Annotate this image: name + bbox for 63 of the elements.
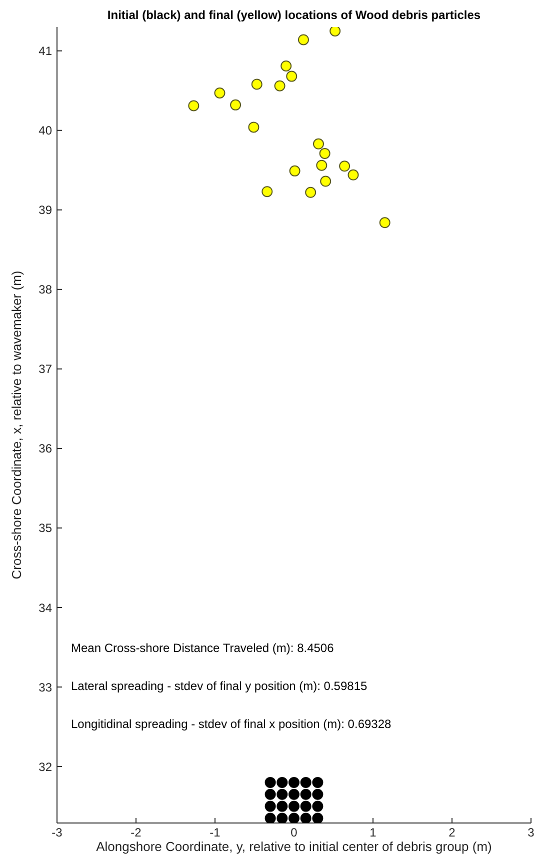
point xyxy=(188,100,200,112)
x-tick-label: -1 xyxy=(210,826,221,840)
point xyxy=(288,800,300,812)
point xyxy=(264,788,276,800)
point xyxy=(280,60,292,72)
x-tick-label: 0 xyxy=(290,826,298,840)
point xyxy=(274,80,286,92)
point xyxy=(305,186,316,198)
point xyxy=(289,165,300,176)
point xyxy=(276,776,288,788)
point xyxy=(288,788,300,800)
point xyxy=(312,812,324,823)
point xyxy=(330,27,341,36)
point xyxy=(230,99,242,110)
point xyxy=(348,169,359,180)
point xyxy=(264,776,276,788)
point xyxy=(300,788,312,800)
point xyxy=(298,34,309,46)
y-tick-label: 38 xyxy=(38,282,52,297)
point xyxy=(312,138,324,150)
x-tick-label: -2 xyxy=(130,826,142,840)
point xyxy=(276,812,288,823)
point xyxy=(276,788,288,800)
point xyxy=(319,148,330,159)
x-tick-label: -3 xyxy=(52,826,63,840)
y-tick-label: 41 xyxy=(38,44,52,58)
point xyxy=(316,160,328,171)
point xyxy=(312,788,324,800)
point xyxy=(312,776,324,788)
y-tick-label: 32 xyxy=(38,760,52,774)
y-tick-label: 37 xyxy=(38,362,52,376)
point xyxy=(251,78,262,90)
x-tick-label: 2 xyxy=(448,826,456,840)
y-tick-label: 34 xyxy=(38,600,52,615)
point xyxy=(286,70,298,82)
y-tick-label: 35 xyxy=(38,521,52,536)
y-tick-label: 39 xyxy=(38,203,52,218)
y-axis-title: Cross-shore Coordinate, x, relative to wavemaker (m) xyxy=(9,270,24,580)
point xyxy=(339,160,350,172)
y-tick-label: 33 xyxy=(38,680,52,694)
chart-title: Initial (black) and final (yellow) locations of Wood debris particles xyxy=(106,8,482,22)
point xyxy=(264,800,276,812)
point xyxy=(276,800,288,812)
x-axis-title: Alongshore Coordinate, y, relative to initial center of debris group (m) xyxy=(95,839,493,855)
point xyxy=(300,812,312,823)
point xyxy=(379,217,390,228)
annotation: Lateral spreading - stdev of final y position (m): 0.59815 xyxy=(71,679,368,693)
point xyxy=(262,186,273,198)
y-tick-label: 36 xyxy=(38,442,52,456)
point xyxy=(300,800,312,812)
x-tick-label: 1 xyxy=(370,826,377,840)
point xyxy=(214,88,226,98)
annotation: Mean Cross-shore Distance Traveled (m): 8.4506 xyxy=(71,641,334,655)
x-tick-label: 3 xyxy=(528,826,535,840)
point xyxy=(264,812,276,823)
annotation: Longitidinal spreading - stdev of final x position (m): 0.69328 xyxy=(71,717,392,731)
point xyxy=(300,776,312,788)
point xyxy=(312,800,324,812)
point xyxy=(288,812,300,823)
y-tick-label: 40 xyxy=(38,124,52,138)
point xyxy=(248,122,260,133)
point xyxy=(320,176,332,187)
point xyxy=(288,776,300,788)
